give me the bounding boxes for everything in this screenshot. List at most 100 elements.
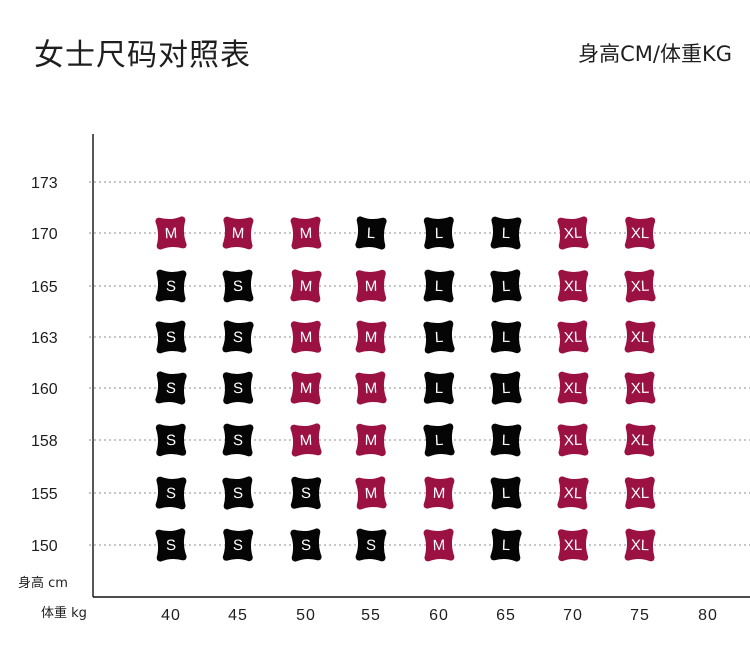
size-tag-shape — [222, 216, 254, 250]
size-cell: XL — [624, 320, 656, 354]
size-cell: XL — [557, 371, 589, 405]
size-cell: XL — [557, 423, 589, 457]
size-cell: L — [423, 269, 455, 303]
size-cell: M — [355, 320, 387, 354]
size-tag-shape — [423, 320, 455, 354]
size-cell: M — [423, 476, 455, 510]
size-cell: S — [222, 371, 254, 405]
size-tag-shape — [423, 371, 455, 405]
size-cell: L — [423, 320, 455, 354]
size-cell: S — [155, 423, 187, 457]
size-label: S — [366, 537, 377, 554]
x-tick-label: 40 — [161, 607, 181, 624]
size-label: L — [502, 329, 511, 346]
x-tick-label: 70 — [563, 607, 583, 624]
size-cell: S — [155, 528, 187, 562]
size-label: M — [364, 380, 377, 398]
size-label: S — [301, 537, 312, 555]
size-label: M — [299, 432, 312, 450]
x-tick-label: 65 — [496, 607, 516, 624]
size-cell: S — [355, 528, 387, 562]
size-tag-shape — [355, 528, 387, 562]
size-tag-shape — [355, 216, 387, 250]
size-cell: L — [490, 216, 522, 250]
size-cell: M — [290, 216, 322, 250]
size-tag-shape — [222, 476, 254, 510]
y-tick-label: 155 — [31, 486, 58, 503]
size-cell: S — [155, 371, 187, 405]
size-label: M — [365, 432, 378, 449]
x-tick-label: 75 — [630, 607, 650, 624]
size-cell: S — [155, 320, 187, 354]
size-tag-shape — [624, 269, 656, 303]
size-cell: S — [222, 423, 254, 457]
size-label: M — [231, 225, 244, 242]
size-cell: M — [290, 320, 322, 354]
y-tick-label: 158 — [31, 433, 58, 450]
size-tag-shape — [155, 476, 187, 510]
size-cell: XL — [557, 320, 589, 354]
size-label: L — [501, 278, 510, 295]
x-tick-label: 45 — [228, 607, 248, 624]
size-cell: XL — [557, 476, 589, 510]
size-cell: XL — [557, 269, 589, 303]
size-label: M — [299, 278, 312, 296]
size-label: S — [233, 485, 244, 503]
size-label: S — [166, 380, 177, 398]
size-tag-shape — [290, 269, 322, 303]
size-label: M — [364, 329, 377, 346]
size-label: L — [502, 485, 511, 502]
y-tick-label: 173 — [31, 175, 58, 192]
size-tag-shape — [557, 269, 589, 303]
size-cell: S — [290, 528, 322, 562]
size-tag-shape — [355, 476, 387, 510]
size-label: S — [233, 432, 244, 449]
size-tag-shape — [222, 423, 254, 457]
size-cell: M — [290, 269, 322, 303]
size-cell: M — [423, 528, 455, 562]
size-tag-shape — [490, 423, 522, 457]
size-label: XL — [564, 537, 583, 554]
size-tag-shape — [624, 423, 656, 457]
size-label: L — [435, 225, 444, 242]
size-label: L — [435, 380, 444, 397]
size-label: M — [432, 485, 445, 502]
size-label: XL — [631, 537, 650, 555]
size-label: M — [164, 225, 177, 243]
size-tag-shape — [155, 423, 187, 457]
size-cell: M — [222, 216, 254, 250]
size-label: S — [233, 537, 243, 554]
size-label: S — [233, 380, 243, 397]
size-tag-shape — [423, 476, 455, 510]
x-tick-label: 55 — [361, 607, 381, 624]
x-tick-label: 60 — [429, 607, 449, 624]
size-label: S — [233, 329, 244, 347]
size-cell: L — [355, 216, 387, 250]
size-cell: S — [222, 269, 254, 303]
size-tag-shape — [490, 528, 522, 562]
size-tag-shape — [423, 423, 455, 457]
size-label: S — [166, 537, 177, 555]
size-label: M — [300, 329, 313, 346]
size-label: S — [166, 432, 176, 449]
size-cell: L — [423, 371, 455, 405]
size-tag-shape — [290, 371, 322, 405]
page-title: 女士尺码对照表 — [34, 38, 251, 73]
size-tag-shape — [290, 528, 322, 562]
y-tick-label: 150 — [31, 538, 58, 555]
size-tag-shape — [557, 216, 589, 250]
size-label: M — [299, 380, 312, 397]
size-tag-shape — [423, 528, 455, 562]
size-tag-shape — [624, 371, 656, 405]
size-tag-shape — [490, 216, 522, 250]
size-label: XL — [564, 278, 583, 295]
size-label: XL — [630, 432, 649, 450]
size-cell: XL — [624, 476, 656, 510]
size-label: S — [166, 485, 177, 502]
size-cell: XL — [624, 269, 656, 303]
size-tag-shape — [624, 320, 656, 354]
y-tick-label: 170 — [31, 226, 58, 243]
size-label: M — [299, 225, 312, 242]
size-label: XL — [564, 380, 583, 398]
y-tick-label: 160 — [31, 381, 58, 398]
